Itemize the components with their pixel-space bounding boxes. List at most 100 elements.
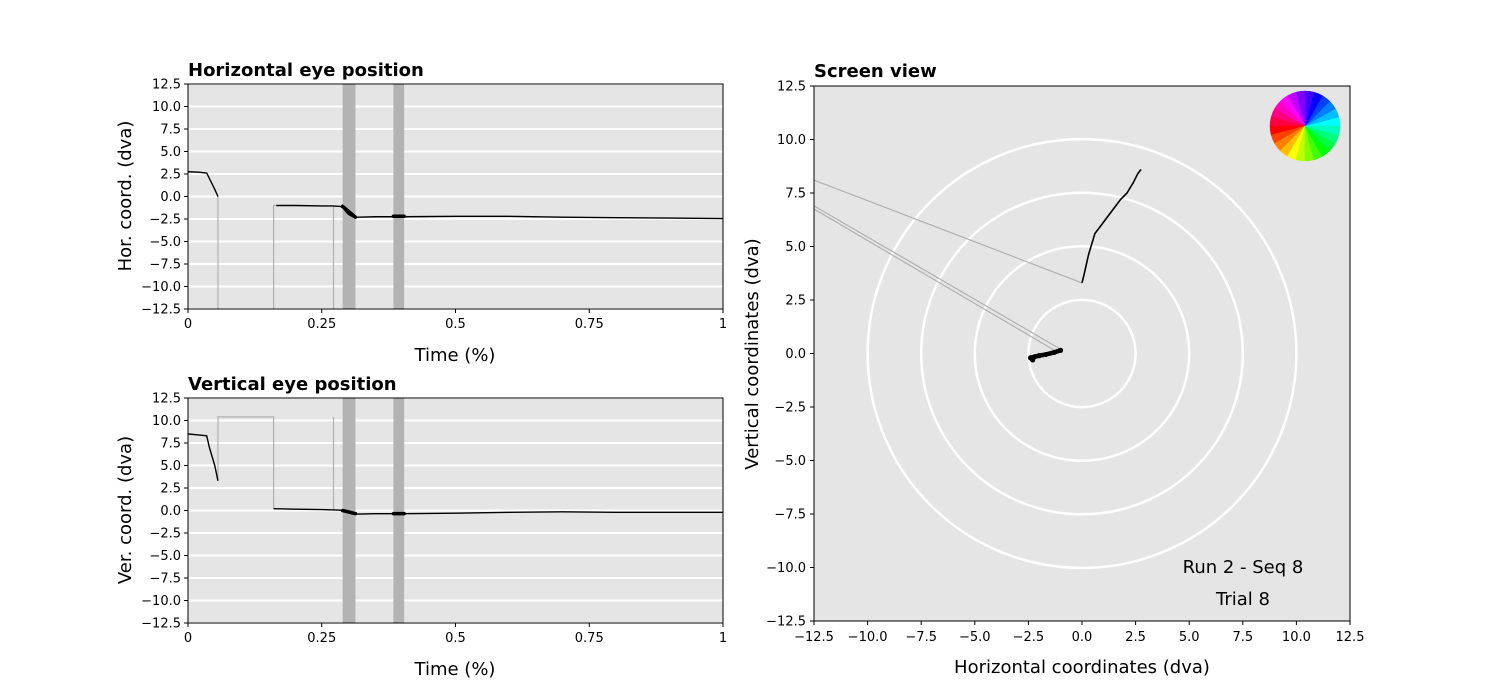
h-y-tick-label: 10.0 [152, 100, 181, 115]
horizontal-data [188, 171, 723, 309]
v-y-tick-label: 2.5 [160, 482, 181, 497]
color-wheel-wedge [1304, 125, 1341, 136]
v-shaded-span [393, 398, 405, 623]
h-x-tick-label: 0.5 [445, 317, 466, 332]
v-y-tick-label: 0.0 [160, 504, 181, 519]
h-fixation-segment [340, 204, 358, 219]
v-y-tick-label: −2.5 [149, 527, 181, 542]
screen-y-tick-label: 0.0 [785, 347, 806, 362]
h-gaze-trace [276, 204, 723, 220]
screen-blink-line [814, 205, 1061, 350]
screen-x-tick-label: 5.0 [1179, 630, 1200, 645]
screen-x-tick-label: −5.0 [959, 630, 991, 645]
screen-x-tick-label: −12.5 [794, 630, 834, 645]
run-seq-annotation: Run 2 - Seq 8 [1183, 557, 1304, 578]
h-x-tick-label: 1 [719, 317, 727, 332]
screen-y-tick-label: −10.0 [766, 561, 806, 576]
screen-blink-line [814, 208, 1057, 352]
h-y-tick-label: 5.0 [160, 145, 181, 160]
v-y-tick-label: −5.0 [149, 549, 181, 564]
screen-x-tick-label: −7.5 [905, 630, 937, 645]
v-gaze-trace [188, 433, 219, 481]
target-circle [1027, 298, 1137, 409]
screen-y-tick-label: −7.5 [774, 508, 806, 523]
v-y-tick-label: −7.5 [149, 572, 181, 587]
h-y-tick-label: −5.0 [149, 235, 181, 250]
screen-fixation-point [1036, 353, 1042, 359]
screen-x-tick-label: 2.5 [1125, 630, 1146, 645]
screen-y-tick-label: 5.0 [785, 240, 806, 255]
screen-y-tick-label: 10.0 [777, 133, 806, 148]
screen-fixation-point [1057, 347, 1064, 353]
screen-fixation-point [1042, 351, 1049, 358]
screen-y-tick-label: 2.5 [785, 294, 806, 309]
vertical-title: Vertical eye position [188, 374, 397, 395]
v-y-tick-label: 12.5 [152, 392, 181, 407]
h-x-tick-label: 0.75 [575, 317, 604, 332]
v-y-tick-label: −10.0 [141, 594, 181, 609]
v-x-tick-label: 0 [184, 631, 192, 646]
h-y-tick-label: 12.5 [152, 78, 181, 93]
h-y-tick-label: −7.5 [149, 258, 181, 273]
screen-fixation-point [1051, 349, 1057, 356]
screen-x-tick-label: −2.5 [1013, 630, 1045, 645]
vertical-panel: 12.5 10.0 7.5 5.0 2.5 0.0 −2.5 −5.0 −7.5 −10.0 −12… [115, 374, 727, 680]
screen-y-label: Vertical coordinates (dva) [742, 238, 763, 469]
screen-y-tick-label: 7.5 [785, 187, 806, 202]
color-wheel-icon [1269, 90, 1341, 162]
screen-x-label: Horizontal coordinates (dva) [954, 657, 1210, 678]
target-circle [973, 245, 1191, 462]
vertical-data [188, 416, 723, 516]
h-shaded-span [393, 84, 405, 309]
screen-x-tick-label: 12.5 [1336, 630, 1365, 645]
screen-target-circles [866, 137, 1298, 570]
h-y-tick-label: 7.5 [160, 123, 181, 138]
horizontal-title: Horizontal eye position [188, 60, 424, 81]
screen-blink-line [814, 179, 1083, 284]
screen-ticks: −12.5 −10.0 −7.5 −5.0 −2.5 0.0 2.5 5.0 7.5 10.0 12… [766, 80, 1364, 646]
v-x-tick-label: 0.75 [575, 631, 604, 646]
h-blink-segment [273, 204, 277, 309]
screen-panel: −12.5 −10.0 −7.5 −5.0 −2.5 0.0 2.5 5.0 7.5 10.0 12… [742, 61, 1364, 678]
v-y-tick-label: 7.5 [160, 437, 181, 452]
screen-y-tick-label: −2.5 [774, 401, 806, 416]
vertical-ticks: 12.5 10.0 7.5 5.0 2.5 0.0 −2.5 −5.0 −7.5 −10.0 −12… [141, 392, 727, 647]
h-y-tick-label: 0.0 [160, 190, 181, 205]
screen-data [814, 168, 1142, 363]
h-y-tick-label: −2.5 [149, 213, 181, 228]
v-blink-segment [217, 416, 275, 509]
screen-title: Screen view [814, 61, 937, 82]
h-shaded-span [342, 84, 356, 309]
screen-fixation-point [1030, 357, 1036, 363]
horizontal-ticks: 12.5 10.0 7.5 5.0 2.5 0.0 −2.5 −5.0 −7.5 −10.0 −12… [141, 78, 727, 333]
target-circle [919, 191, 1245, 516]
trial-annotation: Trial 8 [1215, 589, 1270, 610]
h-x-tick-label: 0.25 [307, 317, 336, 332]
horizontal-x-label: Time (%) [414, 345, 496, 366]
screen-gaze-path [1081, 168, 1142, 284]
h-y-tick-label: −10.0 [141, 280, 181, 295]
screen-y-tick-label: 12.5 [777, 80, 806, 95]
h-x-tick-label: 0 [184, 317, 192, 332]
h-gaze-trace [188, 171, 219, 197]
v-x-tick-label: 0.5 [445, 631, 466, 646]
v-x-tick-label: 0.25 [307, 631, 336, 646]
v-y-tick-label: 10.0 [152, 414, 181, 429]
v-x-tick-label: 1 [719, 631, 727, 646]
screen-x-tick-label: 0.0 [1072, 630, 1093, 645]
v-gaze-trace [273, 508, 723, 515]
screen-y-tick-label: −12.5 [766, 615, 806, 630]
target-circle [866, 137, 1298, 570]
screen-plot-area [814, 86, 1350, 621]
screen-x-tick-label: 10.0 [1282, 630, 1311, 645]
horizontal-y-label: Hor. coord. (dva) [115, 121, 136, 272]
screen-x-tick-label: −10.0 [848, 630, 888, 645]
screen-x-tick-label: 7.5 [1232, 630, 1253, 645]
v-fixation-segment [340, 508, 358, 516]
v-y-tick-label: −12.5 [141, 617, 181, 632]
h-y-tick-label: −12.5 [141, 303, 181, 318]
v-y-tick-label: 5.0 [160, 459, 181, 474]
vertical-x-label: Time (%) [414, 659, 496, 680]
horizontal-shaded-spans [342, 84, 405, 309]
